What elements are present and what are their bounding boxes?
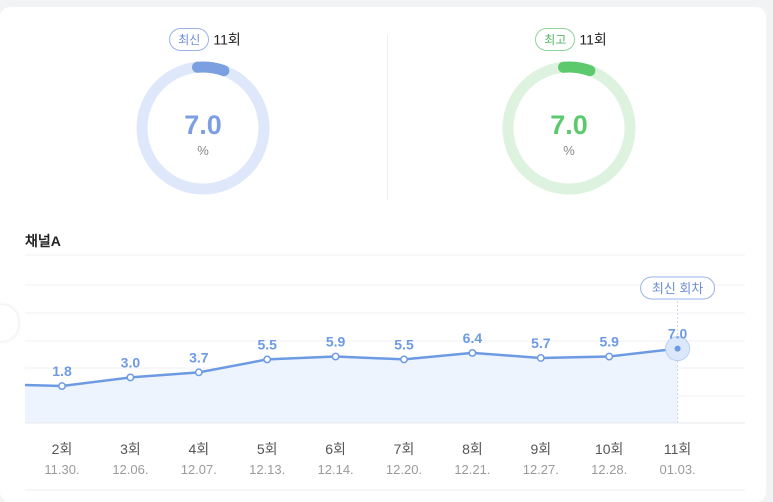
latest-episode-count: 11회 [213,31,241,48]
value-label: 6.4 [463,330,483,346]
date-label: 12.13. [249,462,285,477]
data-point [58,382,66,390]
x-tick-label: 6회 [325,441,346,457]
latest-donut [136,61,270,195]
x-tick-label: 7회 [394,441,415,457]
data-point [674,345,681,352]
value-label: 5.9 [599,334,619,350]
date-label: 01.03. [660,462,696,477]
date-label: 12.21. [454,462,490,477]
best-badge: 최고 [535,28,576,51]
data-point [331,352,340,361]
x-tick-label: 8회 [462,441,483,457]
date-label: 12.20. [386,462,422,477]
value-label: 5.7 [531,335,551,351]
date-label: 12.28. [591,462,627,477]
x-tick-label: 11회 [664,441,691,457]
x-tick-label: 10회 [595,441,623,457]
best-donut-arc [558,61,596,77]
metric-divider [387,35,388,200]
data-point [126,373,135,382]
value-label: 5.9 [326,334,346,350]
latest-metric: 최신 11회 7.0 % [105,7,305,207]
x-tick-label: 3회 [120,441,141,457]
latest-donut-arc [192,61,230,77]
latest-rating-value: 7.0 [184,110,222,140]
best-episode-count: 11회 [579,31,607,48]
best-donut [502,61,636,195]
date-label: 12.07. [181,462,217,477]
date-label: 12.14. [318,462,354,477]
x-tick-label: 4회 [188,441,209,457]
data-point [605,352,614,361]
value-label: 5.5 [257,336,277,352]
x-tick-label: 2회 [52,441,73,457]
latest-rating-unit: % [197,143,209,158]
rating-line-chart: 1.8 2회 11.30. 3.0 3회 12.06. 3.7 4회 12.07. 5.5 5회 12… [24,254,745,491]
latest-badge: 최신 [169,28,210,51]
x-tick-label: 5회 [257,441,278,457]
best-rating-unit: % [563,143,575,158]
area-fill [25,348,678,423]
date-label: 12.06. [112,462,148,477]
value-label: 1.8 [52,363,72,379]
data-point [400,355,408,364]
latest-episode-badge [640,276,716,300]
best-rating-value: 7.0 [550,110,588,140]
data-point [194,368,203,377]
rating-card: 최신 11회 7.0 % 최고 11회 7.0 % 채널A 1.8 2회 11.30. 3… [0,7,766,502]
scroll-left-handle[interactable] [0,305,18,341]
data-point [263,355,272,364]
best-metric: 최고 11회 7.0 % [471,7,671,207]
channel-title: 채널A [25,233,61,249]
data-point [536,354,545,362]
value-label: 3.0 [121,354,141,370]
date-label: 12.27. [523,462,559,477]
value-label: 3.7 [189,349,209,365]
x-tick-label: 9회 [530,441,551,457]
value-label: 5.5 [394,336,414,352]
latest-episode-badge-label: 최신 회차 [652,281,703,296]
date-label: 11.30. [44,462,79,477]
data-point [468,348,477,357]
value-label: 7.0 [668,326,688,342]
